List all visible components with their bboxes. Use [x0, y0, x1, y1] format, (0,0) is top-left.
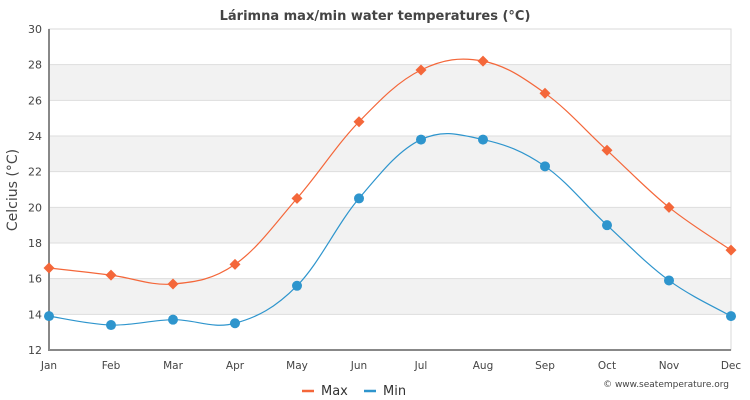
y-axis-label: Celcius (°C): [5, 149, 21, 231]
legend: Max Min: [302, 384, 406, 399]
x-tick-label: Jan: [40, 360, 57, 372]
data-point-max: [725, 244, 737, 256]
y-tick-label: 12: [28, 344, 42, 357]
background-bands: [49, 64, 731, 315]
band: [49, 64, 731, 101]
y-tick-label: 30: [28, 23, 42, 36]
y-tick-label: 18: [28, 237, 42, 250]
data-point-max: [477, 55, 489, 67]
x-tick-label: Aug: [473, 360, 494, 372]
data-point-min: [106, 320, 116, 331]
legend-item-max[interactable]: Max: [302, 384, 348, 399]
chart-title: Lárimna max/min water temperatures (°C): [220, 9, 531, 24]
data-point-max: [229, 258, 241, 270]
x-tick-label: Feb: [102, 360, 121, 372]
data-point-min: [602, 220, 612, 231]
data-point-min: [478, 134, 488, 145]
x-tick-label: Dec: [721, 360, 742, 372]
data-point-min: [664, 275, 674, 286]
data-point-min: [354, 193, 364, 204]
data-point-min: [44, 311, 54, 322]
credit-text: © www.seatemperature.org: [603, 380, 729, 390]
y-tick-label: 16: [28, 273, 42, 286]
data-point-max: [167, 278, 179, 290]
data-point-min: [292, 280, 302, 291]
y-tick-label: 26: [28, 94, 42, 107]
x-tick-label: Oct: [598, 360, 616, 372]
data-point-max: [105, 269, 117, 281]
data-point-max: [663, 201, 675, 213]
data-point-min: [540, 161, 550, 172]
data-point-min: [726, 311, 736, 322]
x-tick-label: Jul: [414, 360, 428, 372]
data-point-min: [230, 318, 240, 329]
y-tick-label: 22: [28, 166, 42, 179]
data-point-max: [353, 116, 365, 128]
data-point-max: [43, 262, 55, 274]
data-point-max: [539, 87, 551, 99]
legend-item-min[interactable]: Min: [364, 384, 406, 399]
legend-label-min: Min: [383, 384, 406, 399]
data-point-min: [416, 134, 426, 145]
x-tick-label: Sep: [535, 360, 555, 372]
data-point-max: [601, 144, 613, 156]
band: [49, 207, 731, 243]
x-tick-labels: Jan Feb Mar Apr May Jun Jul Aug Sep Oct Nov Dec: [40, 360, 741, 372]
y-tick-label: 20: [28, 201, 42, 214]
y-tick-label: 24: [28, 130, 42, 143]
y-tick-label: 28: [28, 59, 42, 72]
y-tick-labels: 12 14 16 18 20 22 24 26 28 30: [28, 23, 42, 357]
band: [49, 136, 731, 172]
x-tick-label: May: [286, 360, 308, 372]
data-point-max: [415, 64, 427, 76]
x-tick-label: Mar: [163, 360, 183, 372]
data-point-max: [291, 192, 303, 204]
x-tick-label: Apr: [226, 360, 245, 372]
y-tick-label: 14: [28, 308, 42, 321]
series-markers: [43, 55, 737, 331]
legend-label-max: Max: [321, 384, 348, 399]
x-tick-label: Nov: [659, 360, 680, 372]
x-tick-label: Jun: [350, 360, 367, 372]
data-point-min: [168, 314, 178, 325]
band: [49, 278, 731, 315]
